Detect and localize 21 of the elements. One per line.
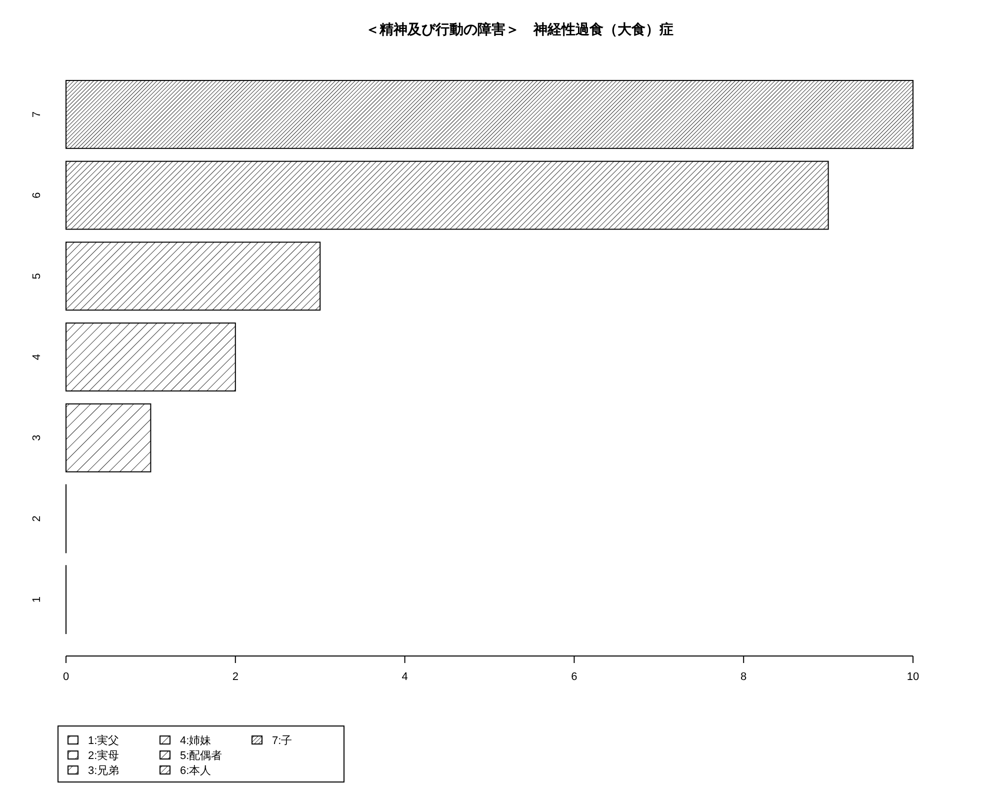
x-tick-label: 2	[232, 671, 238, 683]
x-tick-label: 8	[740, 671, 747, 683]
y-tick-label: 4	[31, 354, 43, 360]
legend-label: 3:兄弟	[88, 765, 120, 777]
x-tick-label: 10	[906, 671, 920, 683]
x-tick-label: 6	[571, 671, 578, 683]
y-tick-label: 2	[31, 516, 43, 522]
legend-label: 7:子	[272, 735, 292, 747]
x-tick-label: 4	[402, 671, 408, 683]
legend-label: 2:実母	[88, 749, 120, 762]
y-tick-label: 7	[31, 111, 43, 118]
legend-label: 1:実父	[88, 734, 120, 747]
legend-label: 4:姉妹	[180, 735, 212, 747]
y-tick-label: 6	[31, 192, 43, 198]
legend-label: 6:本人	[180, 764, 212, 777]
x-tick-label: 0	[62, 671, 70, 683]
y-tick-label: 3	[31, 434, 43, 441]
y-tick-label: 1	[31, 596, 43, 603]
legend-label: 5:配偶者	[180, 749, 222, 762]
y-tick-label: 5	[31, 273, 43, 280]
chart-title: ＜精神及び行動の障害＞ 神経性過食（大食）症	[366, 21, 674, 37]
